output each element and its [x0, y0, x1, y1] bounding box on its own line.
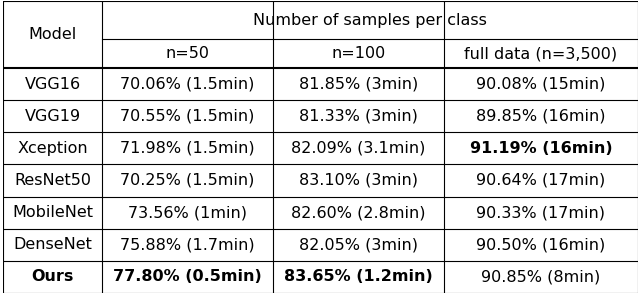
- Text: 90.64% (17min): 90.64% (17min): [476, 173, 605, 188]
- Text: Ours: Ours: [31, 269, 74, 284]
- Text: 82.60% (2.8min): 82.60% (2.8min): [291, 205, 426, 220]
- Text: 81.85% (3min): 81.85% (3min): [299, 77, 419, 92]
- Text: 91.19% (16min): 91.19% (16min): [470, 141, 612, 156]
- Text: 70.06% (1.5min): 70.06% (1.5min): [120, 77, 255, 92]
- Text: 70.25% (1.5min): 70.25% (1.5min): [120, 173, 255, 188]
- Text: 90.85% (8min): 90.85% (8min): [481, 269, 600, 284]
- Text: 90.33% (17min): 90.33% (17min): [476, 205, 605, 220]
- Text: 81.33% (3min): 81.33% (3min): [299, 109, 418, 124]
- Text: 82.05% (3min): 82.05% (3min): [299, 237, 418, 252]
- Text: 75.88% (1.7min): 75.88% (1.7min): [120, 237, 255, 252]
- Text: Model: Model: [28, 27, 77, 42]
- Text: n=50: n=50: [165, 46, 209, 61]
- Text: 77.80% (0.5min): 77.80% (0.5min): [113, 269, 262, 284]
- Text: 89.85% (16min): 89.85% (16min): [476, 109, 605, 124]
- Text: n=100: n=100: [332, 46, 386, 61]
- Text: Number of samples per class: Number of samples per class: [253, 13, 486, 28]
- Text: MobileNet: MobileNet: [12, 205, 93, 220]
- Text: 83.65% (1.2min): 83.65% (1.2min): [284, 269, 433, 284]
- Text: full data (n=3,500): full data (n=3,500): [465, 46, 618, 61]
- Text: VGG16: VGG16: [24, 77, 81, 92]
- Text: ResNet50: ResNet50: [14, 173, 91, 188]
- Text: 90.08% (15min): 90.08% (15min): [476, 77, 605, 92]
- Text: 83.10% (3min): 83.10% (3min): [299, 173, 418, 188]
- Text: Xception: Xception: [17, 141, 88, 156]
- Text: 71.98% (1.5min): 71.98% (1.5min): [120, 141, 255, 156]
- Text: VGG19: VGG19: [24, 109, 81, 124]
- Text: 70.55% (1.5min): 70.55% (1.5min): [120, 109, 255, 124]
- Text: 82.09% (3.1min): 82.09% (3.1min): [291, 141, 426, 156]
- Text: 90.50% (16min): 90.50% (16min): [476, 237, 605, 252]
- Text: DenseNet: DenseNet: [13, 237, 92, 252]
- Text: 73.56% (1min): 73.56% (1min): [128, 205, 247, 220]
